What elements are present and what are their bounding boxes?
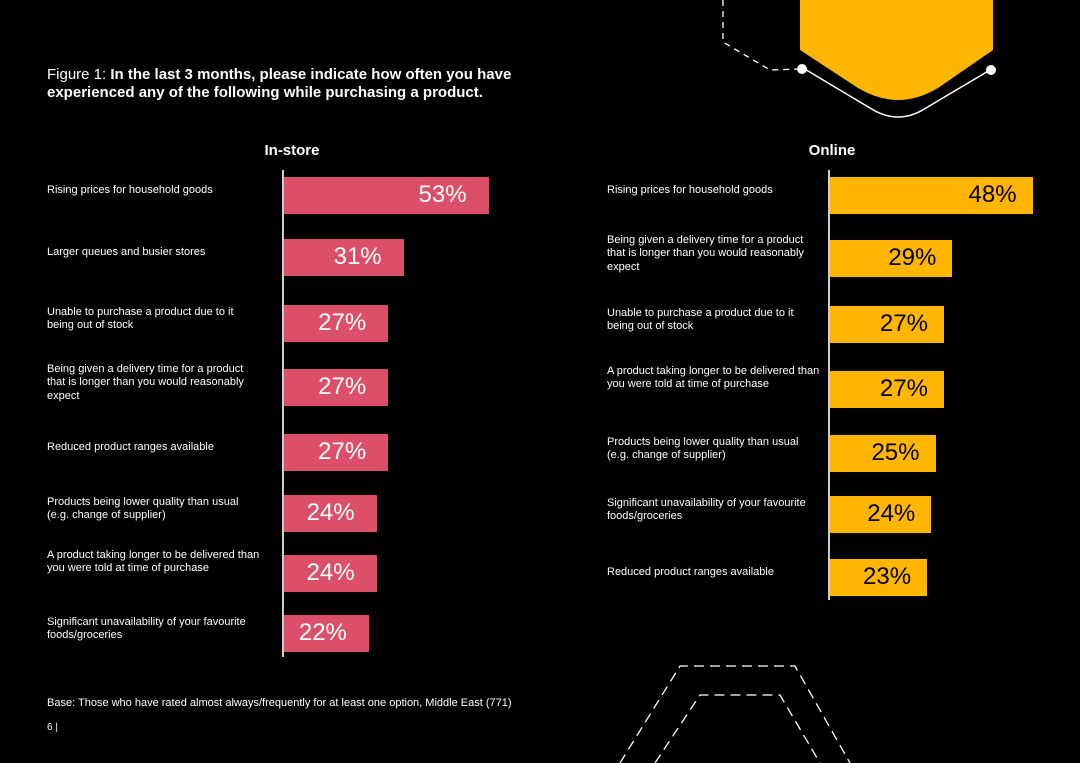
dashed-connector xyxy=(722,0,801,71)
instore-value-label: 31% xyxy=(333,243,382,270)
page-number: 6 | xyxy=(47,722,58,733)
dashed-outline-outer xyxy=(619,665,851,763)
instore-category-label: Significant unavailability of your favou… xyxy=(47,615,246,642)
instore-category-label: Products being lower quality than usual … xyxy=(47,495,239,522)
online-category-label: Products being lower quality than usual … xyxy=(607,435,799,462)
instore-value-label: 53% xyxy=(418,181,467,208)
online-bar: 29% xyxy=(830,240,953,277)
online-bar: 25% xyxy=(830,435,936,472)
figure-title: Figure 1: In the last 3 months, please i… xyxy=(47,66,512,101)
chart-title-instore: In-store xyxy=(264,142,320,159)
online-value-label: 25% xyxy=(871,439,920,466)
instore-category-label: Reduced product ranges available xyxy=(47,441,214,454)
instore-value-label: 24% xyxy=(306,559,355,586)
dashed-outline-inner xyxy=(654,694,821,763)
instore-bar: 53% xyxy=(284,177,489,214)
online-axis-line xyxy=(828,170,830,600)
node-dot-right xyxy=(986,65,996,75)
base-note: Base: Those who have rated almost always… xyxy=(47,697,512,709)
online-category-label: Being given a delivery time for a produc… xyxy=(607,233,804,273)
instore-category-label: Larger queues and busier stores xyxy=(47,246,206,259)
online-value-label: 27% xyxy=(879,310,928,337)
online-category-label: Significant unavailability of your favou… xyxy=(607,496,806,523)
instore-value-label: 24% xyxy=(306,499,355,526)
online-bar: 23% xyxy=(830,559,928,596)
instore-bar: 27% xyxy=(284,305,389,342)
online-bar: 27% xyxy=(830,371,944,408)
instore-value-label: 22% xyxy=(298,619,347,646)
instore-bar: 22% xyxy=(284,615,369,652)
instore-category-label: Unable to purchase a product due to it b… xyxy=(47,305,234,332)
online-category-label: A product taking longer to be delivered … xyxy=(607,364,820,391)
online-bar: 24% xyxy=(830,496,932,533)
instore-category-label: Rising prices for household goods xyxy=(47,184,213,197)
instore-value-label: 27% xyxy=(318,373,367,400)
online-category-label: Unable to purchase a product due to it b… xyxy=(607,306,794,333)
yellow-hexagon xyxy=(800,0,993,100)
online-category-label: Rising prices for household goods xyxy=(607,184,773,197)
online-bar: 48% xyxy=(830,177,1033,214)
online-value-label: 23% xyxy=(863,563,912,590)
instore-bar: 27% xyxy=(284,369,389,406)
instore-axis-line xyxy=(282,170,284,657)
instore-bar: 24% xyxy=(284,555,377,592)
online-bar: 27% xyxy=(830,306,944,343)
instore-bar: 24% xyxy=(284,495,377,532)
online-category-label: Reduced product ranges available xyxy=(607,566,774,579)
instore-bar: 27% xyxy=(284,434,389,471)
online-value-label: 27% xyxy=(879,375,928,402)
instore-value-label: 27% xyxy=(318,309,367,336)
hexagon-outline xyxy=(802,67,991,118)
instore-bar: 31% xyxy=(284,239,404,276)
online-value-label: 48% xyxy=(968,181,1017,208)
instore-value-label: 27% xyxy=(318,438,367,465)
chart-title-online: Online xyxy=(808,142,856,159)
node-dot-left xyxy=(797,64,807,74)
instore-category-label: Being given a delivery time for a produc… xyxy=(47,362,244,402)
online-value-label: 24% xyxy=(867,500,916,527)
online-value-label: 29% xyxy=(888,244,937,271)
instore-category-label: A product taking longer to be delivered … xyxy=(47,548,260,575)
